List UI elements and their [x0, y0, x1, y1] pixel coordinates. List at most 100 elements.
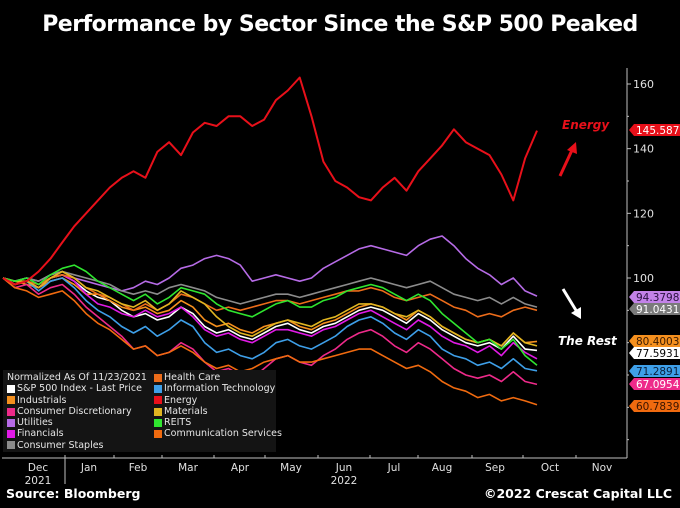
legend-label: Consumer Staples	[17, 439, 104, 451]
value-label-text: 80.4003	[636, 336, 679, 348]
legend-item: Consumer Staples	[7, 440, 147, 451]
series-line-energy	[2, 76, 538, 286]
series-line-information-technology	[2, 277, 538, 372]
value-label-text: 91.0431	[636, 304, 679, 316]
x-tick-label: May	[280, 462, 302, 474]
copyright-note: ©2022 Crescat Capital LLC	[483, 486, 672, 501]
value-label-text: 77.5931	[636, 348, 679, 360]
legend-swatch	[7, 430, 15, 439]
series-line-reits	[2, 264, 538, 366]
legend-swatch	[154, 407, 162, 416]
series-line-materials	[2, 270, 538, 347]
legend-item: Health Care	[154, 372, 282, 383]
value-label-text: 71.2891	[636, 366, 679, 378]
value-label: 77.5931	[629, 347, 680, 360]
rest-down-arrow-icon	[561, 288, 581, 319]
legend-label: Consumer Discretionary	[17, 405, 132, 417]
value-label-bg	[629, 335, 680, 347]
value-label: 67.0954	[629, 378, 680, 391]
value-label-text: 94.3798	[636, 292, 679, 304]
x-tick-label: Mar	[178, 462, 198, 474]
energy-annotation: Energy	[562, 118, 610, 132]
value-label-text: 60.7839	[636, 401, 679, 413]
series-line-consumer-discretionary	[2, 277, 538, 386]
legend-swatch	[154, 418, 162, 427]
legend-label: Energy	[164, 394, 198, 406]
legend-label: Materials	[164, 405, 208, 417]
x-year-label: 2021	[25, 475, 52, 487]
x-tick-label: Jul	[387, 462, 401, 474]
legend-column-1: Normalized As Of 11/23/2021 S&P 500 Inde…	[7, 372, 147, 451]
value-label-bg	[629, 347, 680, 359]
legend-item: Industrials	[7, 395, 147, 406]
legend-label: Health Care	[164, 372, 221, 383]
chart-title: Performance by Sector Since the S&P 500 …	[42, 12, 638, 37]
x-tick-label: Nov	[592, 462, 613, 474]
legend-item: Consumer Discretionary	[7, 406, 147, 417]
legend-swatch	[7, 441, 15, 450]
legend-title: Normalized As Of 11/23/2021	[7, 372, 147, 383]
source-note: Source: Bloomberg	[6, 486, 141, 501]
y-tick-label: 140	[633, 143, 654, 156]
legend-swatch	[154, 396, 162, 405]
legend-swatch	[154, 384, 162, 393]
legend-item: Utilities	[7, 417, 147, 428]
legend-swatch	[154, 373, 162, 382]
series-line-consumer-staples	[2, 270, 538, 308]
value-label: 60.7839	[629, 400, 680, 413]
legend-label: Communication Services	[164, 428, 282, 440]
value-label: 94.3798	[629, 291, 680, 304]
x-tick-label: Dec	[28, 462, 49, 474]
legend-item: Financials	[7, 428, 147, 439]
x-tick-label: Oct	[541, 462, 559, 474]
legend-item: Information Technology	[154, 383, 282, 394]
legend-item: Energy	[154, 395, 282, 406]
x-year-label: 2022	[331, 475, 358, 487]
the-rest-annotation: The Rest	[558, 334, 617, 348]
series-line-communication-services	[2, 277, 538, 406]
y-tick-label: 120	[633, 207, 654, 220]
legend-swatch	[7, 396, 15, 405]
legend-label: Utilities	[17, 417, 53, 429]
series-layer	[2, 76, 538, 406]
legend-item: REITS	[154, 417, 282, 428]
value-label-bg	[629, 303, 680, 315]
series-line-utilities	[2, 235, 538, 297]
series-line-health-care	[2, 273, 538, 318]
value-label-text: 67.0954	[636, 379, 680, 391]
x-tick-label: Feb	[129, 462, 148, 474]
legend-label: Financials	[17, 428, 64, 440]
legend-swatch	[154, 430, 162, 439]
value-label: 71.2891	[629, 365, 680, 378]
x-tick-label: Aug	[432, 462, 453, 474]
value-label-bg	[629, 400, 680, 412]
legend-item: Materials	[154, 406, 282, 417]
energy-up-arrow-icon	[558, 142, 577, 177]
x-tick-label: Jan	[80, 462, 97, 474]
legend-column-2: Health Care Information Technology Energy M…	[154, 372, 282, 440]
value-label-bg	[629, 365, 680, 377]
legend-item: Communication Services	[154, 428, 282, 439]
y-tick-label: 160	[633, 78, 654, 91]
value-label-bg	[629, 124, 680, 136]
x-tick-label: Jun	[335, 462, 352, 474]
y-tick-label: 100	[633, 272, 654, 285]
value-label: 145.5871	[629, 124, 680, 137]
value-label-text: 145.5871	[636, 125, 680, 137]
x-tick-label: Sep	[485, 462, 505, 474]
x-tick-label: Apr	[231, 462, 250, 474]
value-label: 91.0431	[629, 303, 680, 316]
legend: Normalized As Of 11/23/2021 S&P 500 Inde…	[3, 370, 282, 452]
legend-swatch	[7, 407, 15, 416]
series-line-financials	[2, 273, 538, 360]
legend-swatch	[7, 418, 15, 427]
legend-label: Information Technology	[164, 383, 276, 395]
value-label: 80.4003	[629, 335, 680, 348]
value-label-bg	[629, 291, 680, 303]
value-label-bg	[629, 378, 680, 390]
legend-label: Industrials	[17, 394, 67, 406]
legend-swatch	[7, 384, 15, 393]
